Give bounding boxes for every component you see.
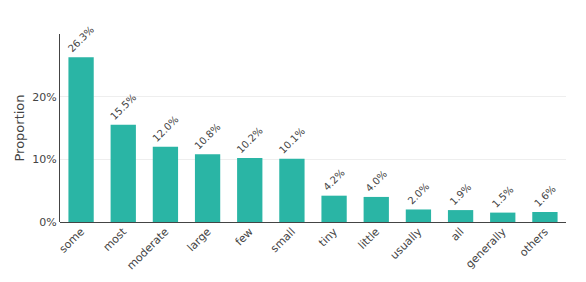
svg-text:most: most [101, 225, 130, 254]
svg-text:others: others [517, 225, 551, 259]
svg-text:26.3%: 26.3% [66, 24, 96, 54]
svg-text:few: few [233, 225, 256, 248]
svg-text:10.2%: 10.2% [235, 125, 265, 155]
svg-text:20%: 20% [32, 91, 56, 104]
svg-text:all: all [448, 225, 466, 243]
svg-text:10.1%: 10.1% [277, 125, 307, 155]
svg-text:large: large [185, 225, 214, 254]
svg-text:10.8%: 10.8% [192, 121, 222, 151]
svg-text:small: small [268, 225, 298, 255]
svg-text:little: little [356, 225, 383, 252]
svg-text:moderate: moderate [124, 225, 171, 272]
svg-text:Proportion: Proportion [12, 94, 27, 161]
svg-text:12.0%: 12.0% [150, 114, 180, 144]
svg-text:some: some [57, 225, 88, 256]
svg-text:0%: 0% [39, 216, 56, 229]
svg-text:1.6%: 1.6% [532, 183, 558, 209]
svg-text:4.0%: 4.0% [363, 168, 389, 194]
svg-text:2.0%: 2.0% [406, 181, 432, 207]
svg-text:generally: generally [463, 225, 509, 271]
svg-text:1.5%: 1.5% [490, 184, 516, 210]
svg-text:1.9%: 1.9% [448, 181, 474, 207]
svg-text:tiny: tiny [316, 225, 340, 249]
svg-text:usually: usually [388, 225, 425, 262]
svg-text:10%: 10% [32, 153, 56, 166]
svg-text:4.2%: 4.2% [321, 167, 347, 193]
svg-text:15.5%: 15.5% [108, 92, 138, 122]
